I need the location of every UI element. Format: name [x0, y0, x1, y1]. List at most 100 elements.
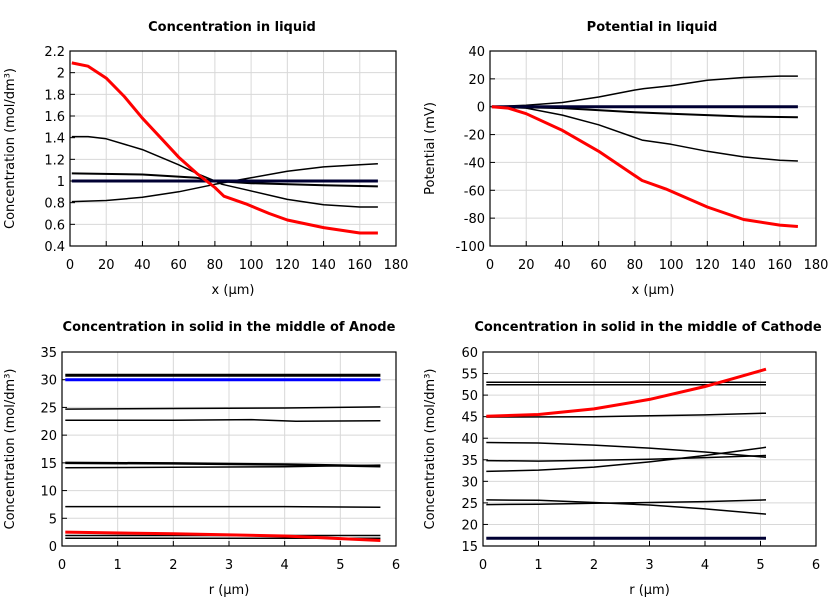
series-line-5 — [486, 454, 767, 462]
y-tick-label: 35 — [40, 346, 57, 361]
series-line-7 — [486, 499, 767, 515]
x-axis-label: r (µm) — [209, 583, 250, 598]
y-tick-label: -40 — [464, 156, 485, 171]
x-tick-label: 60 — [590, 258, 607, 273]
y-tick-label: 55 — [461, 368, 478, 383]
y-tick-label: -60 — [464, 184, 485, 199]
x-tick-label: 3 — [645, 558, 653, 573]
chart-title: Concentration in solid in the middle of … — [474, 320, 822, 335]
x-tick-label: 180 — [384, 258, 409, 273]
x-tick-label: 40 — [554, 258, 571, 273]
y-tick-label: 5 — [49, 512, 57, 527]
y-tick-label: 15 — [40, 457, 57, 472]
series-line-8 — [486, 499, 767, 506]
y-tick-label: 25 — [461, 497, 478, 512]
plot-frame — [482, 351, 817, 547]
x-tick-label: 60 — [170, 258, 187, 273]
series-line-2 — [491, 105, 798, 119]
x-tick-label: 5 — [336, 558, 344, 573]
y-tick-label: 0.4 — [44, 240, 65, 255]
subplot-1: 0 20 40 60 80 100 120 140 160 180 0.4 0.6 0.8 1 1.2 1.4… — [3, 20, 408, 298]
series-line-10 — [486, 367, 767, 418]
x-tick-label: 6 — [812, 558, 820, 573]
plot-frame — [69, 50, 397, 247]
y-tick-label: 2 — [57, 67, 65, 82]
x-tick-label: 120 — [275, 258, 300, 273]
x-tick-label: 20 — [98, 258, 115, 273]
y-tick-label: 60 — [461, 346, 478, 361]
x-tick-label: 160 — [347, 258, 372, 273]
x-tick-label: 2 — [590, 558, 598, 573]
y-tick-label: 1.8 — [44, 88, 65, 103]
series-line-3 — [486, 412, 767, 418]
y-tick-label: 1.6 — [44, 110, 65, 125]
x-tick-label: 1 — [534, 558, 542, 573]
x-tick-label: 4 — [701, 558, 709, 573]
x-tick-label: 0 — [58, 558, 66, 573]
x-tick-label: 4 — [281, 558, 289, 573]
subplot-2: 0 20 40 60 80 100 120 140 160 180 -100 -80 -60 -40 -20… — [423, 20, 828, 298]
subplot-3: 0 1 2 3 4 5 6 0 5 10 15 20 25 30 35 Concentration in so… — [3, 320, 400, 598]
y-tick-label: 1.2 — [44, 153, 65, 168]
y-tick-label: 25 — [40, 401, 57, 416]
x-tick-label: 0 — [66, 258, 74, 273]
y-tick-label: 50 — [461, 389, 478, 404]
x-axis-label: x (µm) — [632, 283, 675, 298]
y-tick-label: 10 — [40, 485, 57, 500]
chart-title: Concentration in liquid — [148, 20, 316, 35]
series-line-3 — [65, 406, 381, 410]
x-tick-label: 1 — [114, 558, 122, 573]
series-line-6 — [486, 446, 767, 473]
x-axis-label: x (µm) — [212, 283, 255, 298]
y-tick-label: 0.8 — [44, 197, 65, 212]
y-tick-label: 0 — [49, 540, 57, 555]
x-tick-label: 6 — [392, 558, 400, 573]
y-tick-label: 40 — [468, 45, 485, 60]
y-tick-label: -100 — [455, 240, 485, 255]
plot-frame — [489, 50, 817, 247]
x-tick-label: 140 — [311, 258, 336, 273]
x-tick-label: 5 — [756, 558, 764, 573]
series-line-7 — [65, 505, 381, 508]
x-tick-label: 80 — [627, 258, 644, 273]
series-line-6 — [65, 464, 381, 469]
y-tick-label: -80 — [464, 212, 485, 227]
y-axis-label: Concentration (mol/dm³) — [423, 369, 438, 530]
y-axis-label: Concentration (mol/dm³) — [3, 369, 18, 530]
y-tick-label: 1 — [57, 175, 65, 190]
x-tick-label: 80 — [207, 258, 224, 273]
y-tick-label: -20 — [464, 129, 485, 144]
x-tick-label: 160 — [767, 258, 792, 273]
y-tick-label: 20 — [40, 429, 57, 444]
y-tick-label: 0.6 — [44, 218, 65, 233]
chart-title: Concentration in solid in the middle of … — [63, 320, 396, 335]
series-line-4 — [486, 441, 767, 458]
x-tick-label: 3 — [225, 558, 233, 573]
x-axis-label: r (µm) — [629, 583, 670, 598]
y-tick-label: 15 — [461, 540, 478, 555]
x-tick-label: 20 — [518, 258, 535, 273]
y-tick-label: 35 — [461, 454, 478, 469]
y-axis-label: Potential (mV) — [423, 102, 438, 195]
x-tick-label: 0 — [486, 258, 494, 273]
x-tick-label: 100 — [239, 258, 264, 273]
series-line-5 — [491, 105, 799, 228]
x-tick-label: 140 — [731, 258, 756, 273]
series-line-4 — [65, 418, 381, 423]
y-tick-label: 30 — [40, 374, 57, 389]
x-tick-label: 40 — [134, 258, 151, 273]
chart-title: Potential in liquid — [587, 20, 718, 35]
x-tick-label: 0 — [479, 558, 487, 573]
series-line-10 — [65, 530, 381, 542]
y-tick-label: 20 — [468, 73, 485, 88]
y-tick-label: 1.4 — [44, 132, 65, 147]
series-line-5 — [71, 61, 378, 235]
y-tick-label: 40 — [461, 432, 478, 447]
y-tick-label: 0 — [477, 101, 485, 116]
x-tick-label: 2 — [169, 558, 177, 573]
series-line-1 — [491, 75, 798, 108]
y-tick-label: 20 — [461, 518, 478, 533]
x-tick-label: 180 — [804, 258, 829, 273]
y-tick-label: 45 — [461, 411, 478, 426]
